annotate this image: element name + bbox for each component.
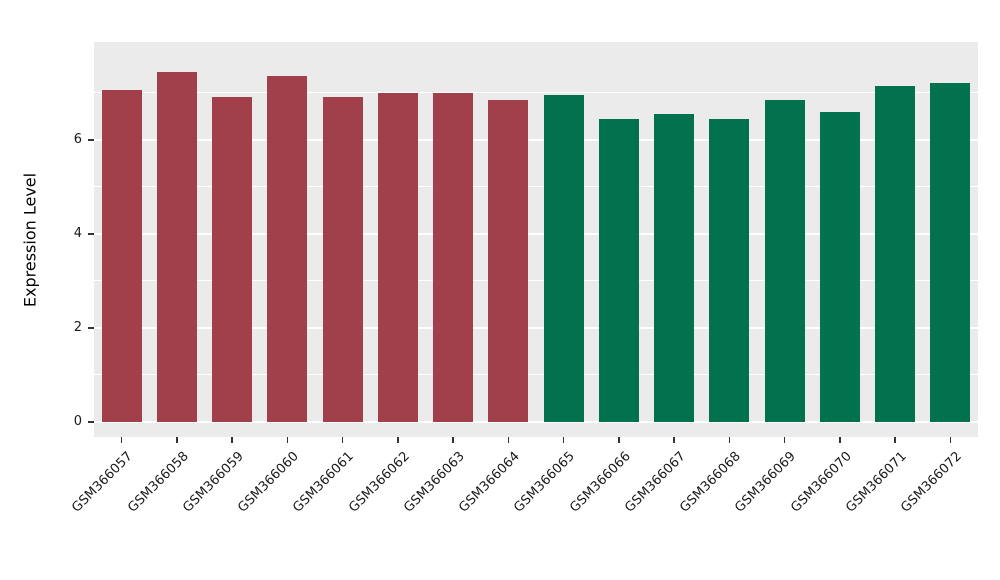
x-tick-mark: [341, 437, 344, 443]
x-tick-mark: [120, 437, 123, 443]
gridline-minor: [94, 374, 978, 376]
bar-GSM366065: [543, 95, 584, 422]
gridline-minor: [94, 186, 978, 188]
bar-GSM366069: [764, 99, 805, 422]
y-tick-mark: [88, 421, 94, 423]
x-tick-mark: [176, 437, 178, 443]
bar-GSM366060: [267, 76, 308, 422]
plot-panel: [94, 42, 978, 437]
bar-GSM366063: [433, 92, 473, 422]
bar-GSM366061: [322, 97, 363, 422]
x-tick-mark: [618, 437, 620, 443]
x-tick-mark: [783, 437, 786, 443]
x-tick-mark: [673, 437, 675, 443]
gridline-major: [94, 232, 978, 235]
y-tick-mark: [88, 327, 94, 329]
y-tick-mark: [88, 139, 94, 141]
y-axis-title: Expression Level: [20, 172, 40, 307]
bar-GSM366072: [930, 83, 971, 422]
bar-GSM366068: [709, 118, 750, 422]
gridline-minor: [94, 280, 978, 282]
y-tick-label-0: 0: [73, 413, 82, 429]
x-tick-mark: [562, 437, 565, 443]
bar-GSM366064: [488, 99, 529, 422]
bar-GSM366070: [819, 111, 860, 422]
x-tick-mark: [839, 437, 841, 443]
x-tick-mark: [286, 437, 289, 443]
gridline-major: [94, 138, 978, 141]
y-tick-label-6: 6: [73, 131, 82, 147]
gridline-minor: [94, 92, 978, 94]
x-tick-mark: [397, 437, 399, 443]
bar-GSM366058: [156, 71, 197, 422]
x-tick-mark: [728, 437, 731, 443]
bar-GSM366057: [101, 90, 142, 422]
bar-GSM366071: [875, 85, 915, 422]
bar-GSM366059: [212, 97, 252, 422]
x-tick-mark: [894, 437, 896, 443]
x-tick-mark: [452, 437, 454, 443]
y-tick-mark: [88, 233, 94, 235]
bar-GSM366062: [377, 92, 418, 422]
x-tick-mark: [231, 437, 233, 443]
gridline-major: [94, 420, 978, 423]
x-tick-mark: [507, 437, 510, 443]
gridline-major: [94, 326, 978, 329]
bar-GSM366066: [598, 118, 639, 422]
y-tick-label-4: 4: [73, 225, 82, 241]
x-tick-mark: [949, 437, 952, 443]
bar-GSM366067: [654, 113, 694, 422]
y-tick-label-2: 2: [73, 319, 82, 335]
